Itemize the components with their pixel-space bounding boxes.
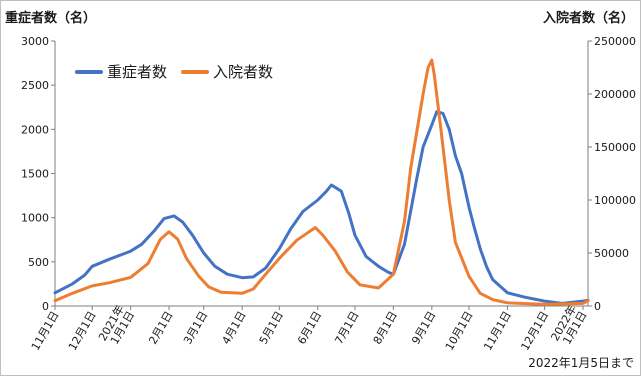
y-left-tick-label: 500 <box>28 256 49 269</box>
x-tick-label: 4月1日 <box>220 309 249 347</box>
x-tick-label-group: 11月1日 <box>29 309 62 353</box>
y-right-tick-label: 100000 <box>594 194 636 207</box>
x-tick-label: 8月1日 <box>371 309 400 347</box>
y-right-tick-label: 200000 <box>594 88 636 101</box>
y-left-tick-label: 2000 <box>21 123 49 136</box>
y-left-tick-label: 1500 <box>21 168 49 181</box>
series-line-hospitalized <box>53 58 590 306</box>
x-tick-label: 5月1日 <box>257 309 286 347</box>
x-tick-label: 11月1日 <box>29 309 62 353</box>
x-tick-label: 12月1日 <box>66 309 99 353</box>
chart-footnote: 2022年1月5日まで <box>528 356 634 370</box>
y-right-axis-title: 入院者数（名） <box>542 11 634 26</box>
x-tick-label: 10月1日 <box>443 309 476 353</box>
y-right-tick-label: 0 <box>594 300 601 313</box>
x-tick-label-group: 8月1日 <box>371 309 400 347</box>
x-tick-label-group: 9月1日 <box>409 309 438 347</box>
x-tick-label: 7月1日 <box>332 309 361 347</box>
x-tick-label: 9月1日 <box>409 309 438 347</box>
legend-label-severe: 重症者数 <box>107 63 168 81</box>
legend-label-hospitalized: 入院者数 <box>213 63 274 81</box>
legend-swatch-severe <box>75 69 103 74</box>
y-right-tick-label: 250000 <box>594 35 636 48</box>
legend-item-severe: 重症者数 <box>75 61 167 82</box>
x-tick-label-group: 6月1日 <box>295 309 324 347</box>
x-tick-label: 11月1日 <box>481 309 514 353</box>
x-tick-label-group: 11月1日 <box>481 309 514 353</box>
series-line-severe <box>53 110 590 305</box>
y-left-tick-label: 0 <box>42 300 49 313</box>
x-tick-label-group: 12月1日 <box>518 309 551 353</box>
legend-item-hospitalized: 入院者数 <box>181 61 273 82</box>
y-left-tick-label: 3000 <box>21 35 49 48</box>
y-left-axis-title: 重症者数（名） <box>5 11 97 26</box>
x-tick-label-group: 4月1日 <box>220 309 249 347</box>
legend: 重症者数 入院者数 <box>75 61 273 82</box>
x-tick-label-group: 5月1日 <box>257 309 286 347</box>
x-tick-label-group: 3月1日 <box>181 309 210 347</box>
x-tick-label: 6月1日 <box>295 309 324 347</box>
x-tick-label-group: 2月1日 <box>146 309 175 347</box>
x-tick-label-group: 12月1日 <box>66 309 99 353</box>
x-tick-label-group: 10月1日 <box>443 309 476 353</box>
y-left-tick-label: 1000 <box>21 212 49 225</box>
x-tick-label: 12月1日 <box>518 309 551 353</box>
y-left-tick-label: 2500 <box>21 79 49 92</box>
y-right-tick-label: 50000 <box>594 247 629 260</box>
x-tick-label: 2月1日 <box>146 309 175 347</box>
x-tick-label: 3月1日 <box>181 309 210 347</box>
x-tick-label-group: 7月1日 <box>332 309 361 347</box>
y-right-tick-label: 150000 <box>594 141 636 154</box>
legend-swatch-hospitalized <box>181 69 210 74</box>
